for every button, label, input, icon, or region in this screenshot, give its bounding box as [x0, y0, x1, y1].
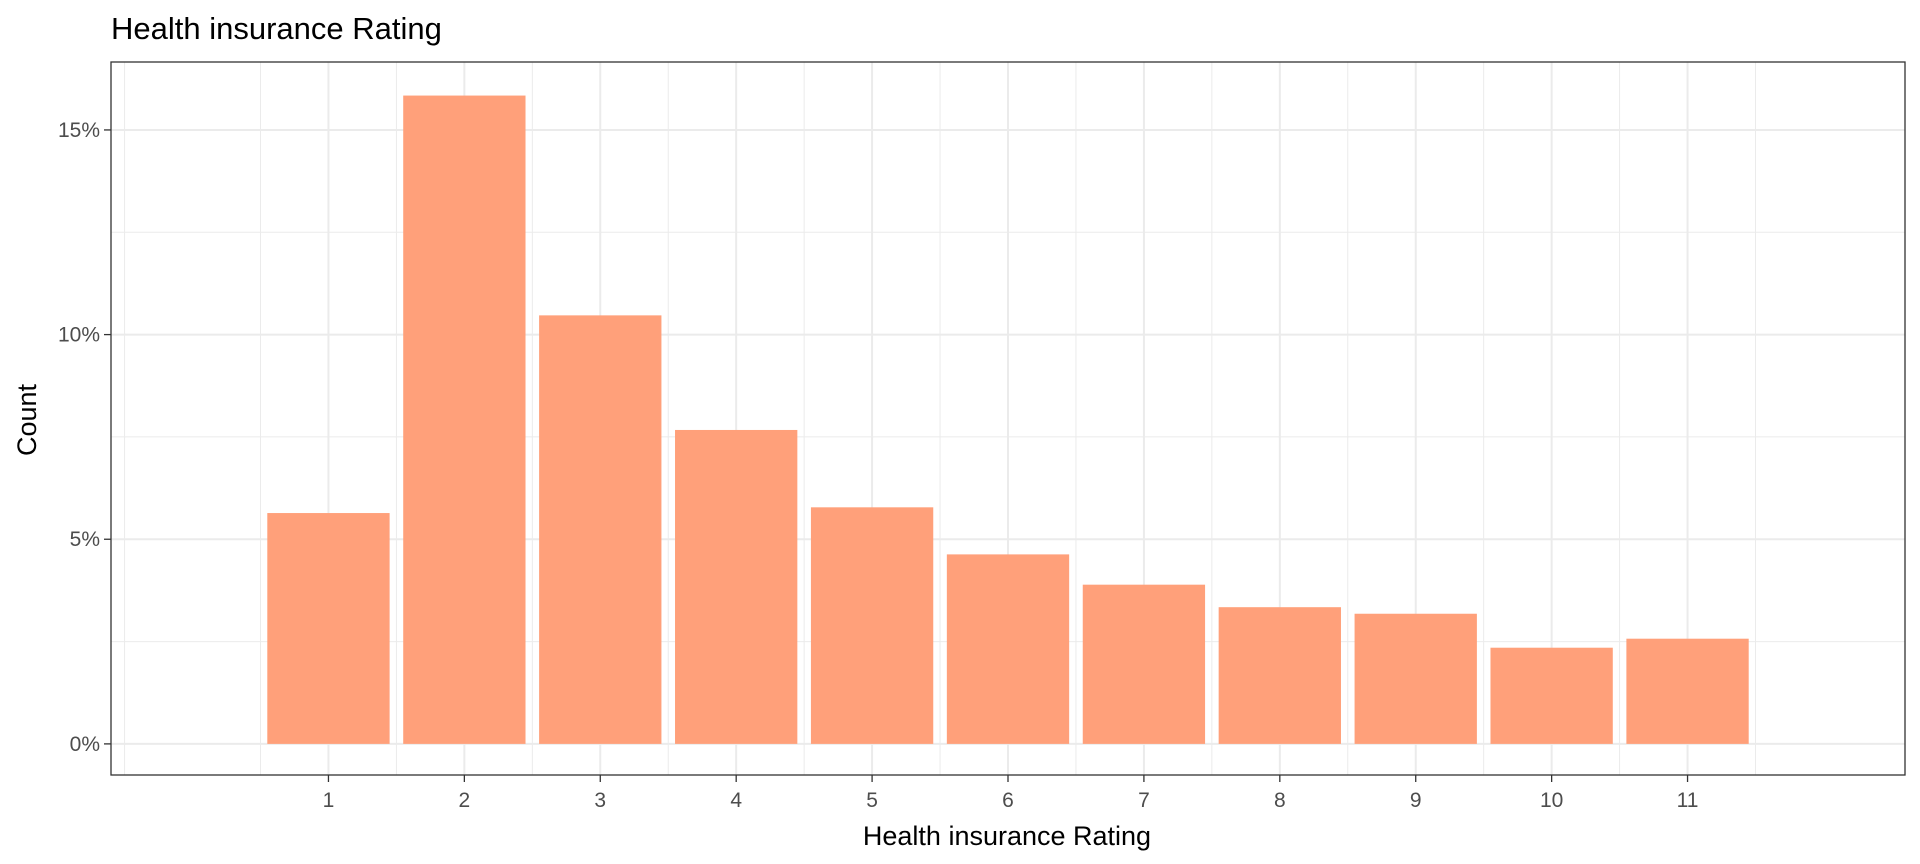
x-tick-label: 5 [866, 789, 878, 812]
x-tick-label: 4 [730, 789, 742, 812]
x-tick-label: 3 [594, 789, 606, 812]
y-tick-label: 0% [70, 733, 100, 756]
x-tick-label: 10 [1540, 789, 1563, 812]
bar-2 [403, 95, 526, 744]
bar-4 [675, 429, 798, 744]
x-axis: 1 2 3 4 5 6 7 8 9 10 11 [323, 775, 1699, 812]
x-tick-label: 11 [1677, 789, 1699, 812]
bars [267, 95, 1749, 744]
bar-7 [1082, 584, 1206, 744]
bar-1 [267, 513, 390, 744]
bar-3 [539, 315, 662, 744]
bar-6 [946, 554, 1070, 744]
y-axis: 0% 5% 10% 15% [58, 119, 111, 756]
bar-10 [1490, 647, 1613, 744]
x-tick-label: 2 [459, 789, 471, 812]
x-tick-label: 8 [1274, 789, 1286, 812]
x-axis-title: Health insurance Rating [863, 821, 1151, 851]
y-tick-label: 5% [70, 528, 100, 551]
y-axis-title: Count [12, 383, 42, 456]
bar-5 [810, 507, 934, 744]
x-tick-label: 9 [1410, 789, 1422, 812]
bar-11 [1626, 638, 1749, 744]
chart-title: Health insurance Rating [111, 11, 442, 46]
y-tick-label: 15% [58, 119, 100, 142]
bar-8 [1218, 607, 1341, 744]
x-tick-label: 1 [323, 789, 335, 812]
y-tick-label: 10% [58, 324, 100, 347]
x-tick-label: 7 [1138, 789, 1150, 812]
bar-9 [1354, 613, 1477, 744]
x-tick-label: 6 [1002, 789, 1014, 812]
